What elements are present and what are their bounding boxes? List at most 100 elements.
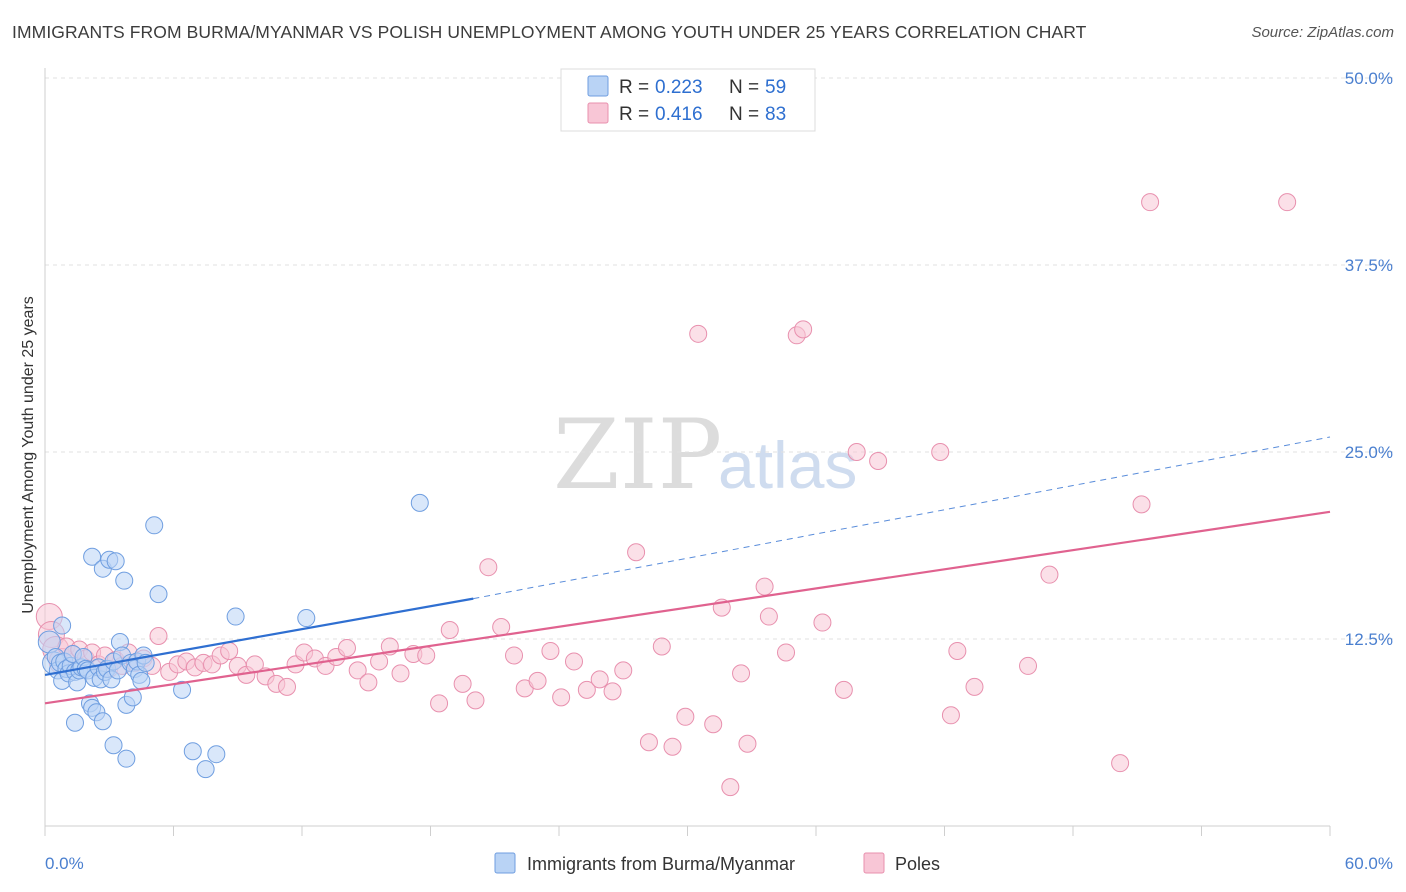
poles-point-59 — [590, 670, 609, 689]
bottom-legend-label-blue: Immigrants from Burma/Myanmar — [527, 854, 795, 874]
source-label: Source: ZipAtlas.com — [1251, 24, 1394, 41]
y-axis-label: Unemployment Among Youth under 25 years — [20, 296, 37, 614]
y-tick-label-2: 37.5% — [1345, 256, 1393, 275]
poles-point-73 — [755, 577, 774, 596]
poles-point-39 — [348, 661, 367, 680]
burma-point-57 — [297, 609, 316, 628]
poles-point-65 — [663, 737, 682, 756]
poles-point-62 — [627, 543, 646, 562]
bottom-legend-swatch-blue — [494, 852, 516, 874]
poles-point-85 — [965, 677, 984, 696]
burma-point-55 — [207, 745, 226, 764]
x-tick-label-max: 60.0% — [1345, 854, 1393, 873]
burma-point-12 — [65, 713, 84, 732]
poles-point-75 — [777, 643, 796, 662]
chart-title: IMMIGRANTS FROM BURMA/MYANMAR VS POLISH … — [12, 22, 1087, 42]
y-tick-label-0: 12.5% — [1345, 630, 1393, 649]
poles-point-66 — [676, 707, 695, 726]
poles-point-86 — [1019, 656, 1038, 675]
legend-n-label-blue: N = — [729, 77, 759, 98]
y-tick-label-1: 25.0% — [1345, 443, 1393, 462]
poles-point-67 — [689, 324, 708, 343]
x-tick-label-min: 0.0% — [45, 854, 84, 873]
poles-point-64 — [652, 637, 671, 656]
poles-point-71 — [732, 664, 751, 683]
poles-point-18 — [149, 627, 168, 646]
burma-point-53 — [183, 742, 202, 761]
legend-swatch-blue — [587, 75, 609, 97]
burma-point-52 — [173, 680, 192, 699]
x-axis-ticks — [44, 826, 1331, 836]
legend-swatch-pink — [587, 102, 609, 124]
burma-point-51 — [149, 585, 168, 604]
burma-point-56 — [226, 607, 245, 626]
poles-point-52 — [505, 646, 524, 665]
poles-trend-line — [44, 510, 1331, 705]
burma-trend-extension — [473, 436, 1331, 600]
burma-trend-line — [44, 597, 474, 676]
burma-point-5 — [53, 616, 72, 635]
poles-point-63 — [639, 733, 658, 752]
trend-lines — [44, 436, 1331, 705]
poles-point-78 — [813, 613, 832, 632]
poles-point-26 — [220, 641, 239, 660]
legend-n-label-pink: N = — [729, 104, 759, 125]
legend-n-value-pink: 83 — [765, 104, 786, 125]
poles-point-50 — [479, 558, 498, 577]
burma-point-35 — [106, 552, 125, 571]
burma-point-39 — [115, 571, 134, 590]
poles-point-40 — [359, 673, 378, 692]
poles-point-87 — [1040, 565, 1059, 584]
legend-r-label-blue: R = — [619, 77, 649, 98]
burma-point-54 — [196, 760, 215, 779]
poles-point-88 — [1111, 754, 1130, 773]
poles-point-89 — [1132, 495, 1151, 514]
burma-point-34 — [104, 736, 123, 755]
bottom-legend: Immigrants from Burma/Myanmar Poles — [494, 852, 940, 874]
y-tick-label-3: 50.0% — [1345, 69, 1393, 88]
burma-point-50 — [145, 516, 164, 535]
poles-point-49 — [466, 691, 485, 710]
bottom-legend-swatch-pink — [863, 852, 885, 874]
poles-point-55 — [541, 641, 560, 660]
poles-point-32 — [278, 677, 297, 696]
poles-point-57 — [564, 652, 583, 671]
poles-point-70 — [721, 778, 740, 797]
poles-point-43 — [391, 664, 410, 683]
burma-point-22 — [83, 547, 102, 566]
poles-point-82 — [931, 443, 950, 461]
poles-point-68 — [704, 715, 723, 734]
poles-point-91 — [1278, 193, 1297, 212]
poles-point-58 — [577, 680, 596, 699]
gridlines — [45, 77, 1395, 640]
poles-point-61 — [614, 661, 633, 680]
poles-point-83 — [941, 706, 960, 725]
poles-point-77 — [794, 320, 813, 339]
poles-point-45 — [417, 646, 436, 665]
poles-point-54 — [528, 671, 547, 690]
poles-point-47 — [440, 621, 459, 640]
poles-point-79 — [834, 680, 853, 699]
y-tick-labels: 12.5% 25.0% 37.5% 50.0% — [1345, 69, 1393, 649]
legend: R = 0.223 N = 59 R = 0.416 N = 83 — [560, 68, 816, 132]
legend-n-value-blue: 59 — [765, 77, 786, 98]
poles-point-46 — [430, 694, 449, 713]
legend-r-value-pink: 0.416 — [655, 104, 703, 125]
poles-point-84 — [948, 641, 967, 660]
watermark-zip: ZIP — [553, 399, 722, 511]
poles-point-81 — [869, 451, 888, 470]
watermark-atlas: atlas — [718, 428, 857, 502]
burma-point-43 — [123, 688, 142, 707]
poles-point-56 — [552, 688, 571, 707]
poles-point-80 — [847, 443, 866, 461]
burma-point-47 — [132, 671, 151, 690]
legend-r-label-pink: R = — [619, 104, 649, 125]
poles-point-60 — [603, 682, 622, 701]
legend-r-value-blue: 0.223 — [655, 77, 703, 98]
burma-point-58 — [410, 493, 429, 512]
burma-point-28 — [93, 712, 112, 731]
poles-point-72 — [738, 734, 757, 753]
bottom-legend-label-pink: Poles — [895, 854, 940, 874]
poles-point-90 — [1141, 193, 1160, 212]
